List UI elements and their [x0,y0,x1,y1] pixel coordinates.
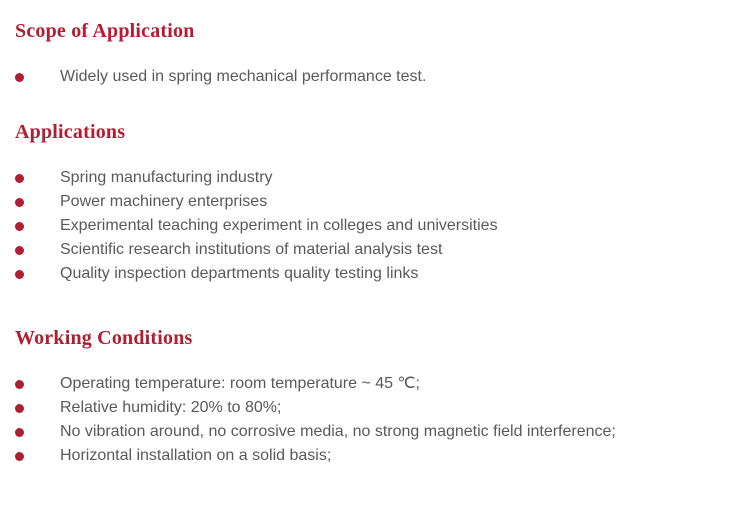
list-item-text: Quality inspection departments quality t… [60,265,419,282]
list-item-text: Scientific research institutions of mate… [60,241,443,258]
list-item: Operating temperature: room temperature … [0,372,750,396]
section: Applications Spring manufacturing indust… [0,89,750,286]
list-item: Quality inspection departments quality t… [0,262,750,286]
document-body: Scope of Application Widely used in spri… [0,0,750,468]
section-title: Scope of Application [15,20,195,42]
bullet-icon [15,72,24,82]
list-item-text: Experimental teaching experiment in coll… [60,217,498,234]
section-title: Applications [15,121,126,143]
bullet-icon [15,427,24,437]
list-item: Scientific research institutions of mate… [0,238,750,262]
bullet-icon [15,197,24,207]
bullet-icon [15,245,24,255]
list-item-text: Spring manufacturing industry [60,169,273,186]
list-item-text: Operating temperature: room temperature … [60,375,420,392]
list-item-text: No vibration around, no corrosive media,… [60,423,616,440]
section: Working Conditions Operating temperature… [0,286,750,468]
list-item: Power machinery enterprises [0,190,750,214]
list-item-text: Horizontal installation on a solid basis… [60,447,332,464]
bullet-list: Widely used in spring mechanical perform… [0,65,750,89]
list-item: Experimental teaching experiment in coll… [0,214,750,238]
list-item: Relative humidity: 20% to 80%; [0,396,750,420]
bullet-list: Operating temperature: room temperature … [0,372,750,468]
bullet-icon [15,221,24,231]
bullet-icon [15,379,24,389]
list-item: Horizontal installation on a solid basis… [0,444,750,468]
list-item-text: Widely used in spring mechanical perform… [60,68,427,85]
list-item: Spring manufacturing industry [0,166,750,190]
section: Scope of Application Widely used in spri… [0,0,750,89]
bullet-icon [15,403,24,413]
bullet-icon [15,269,24,279]
list-item: No vibration around, no corrosive media,… [0,420,750,444]
bullet-icon [15,451,24,461]
bullet-list: Spring manufacturing industry Power mach… [0,166,750,286]
bullet-icon [15,173,24,183]
section-title: Working Conditions [15,327,193,349]
list-item-text: Power machinery enterprises [60,193,268,210]
list-item-text: Relative humidity: 20% to 80%; [60,399,282,416]
list-item: Widely used in spring mechanical perform… [0,65,750,89]
